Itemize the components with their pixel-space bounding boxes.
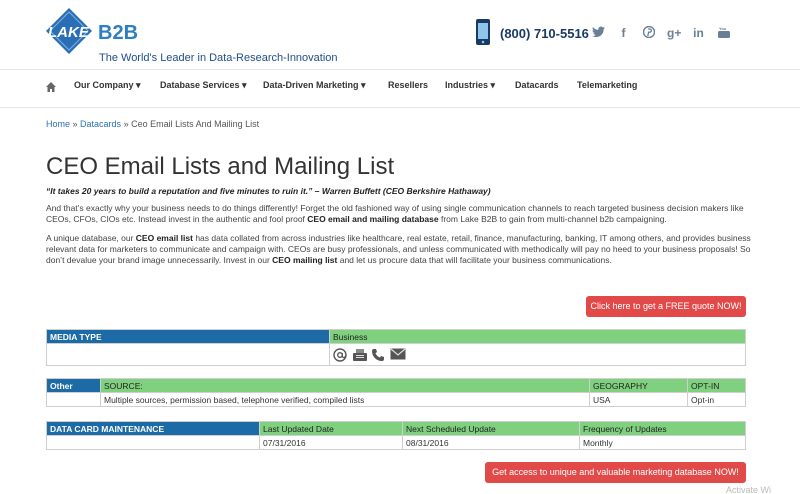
nav-resellers[interactable]: Resellers bbox=[388, 80, 429, 90]
envelope-icon bbox=[390, 348, 406, 362]
geography-value: USA bbox=[589, 392, 688, 407]
other-header: Other bbox=[46, 378, 101, 393]
social-links: f g+ in You bbox=[592, 25, 730, 40]
twitter-icon[interactable] bbox=[592, 26, 605, 40]
optin-value: Opt-in bbox=[687, 392, 746, 407]
nav-database-services[interactable]: Database Services ▾ bbox=[160, 80, 247, 90]
para2-text-a: A unique database, our bbox=[46, 233, 136, 243]
tagline: The World's Leader in Data-Research-Inno… bbox=[99, 52, 338, 64]
maintenance-table: DATA CARD MAINTENANCE Last Updated Date … bbox=[46, 421, 746, 450]
free-quote-button[interactable]: Click here to get a FREE quote NOW! bbox=[586, 296, 746, 317]
youtube-icon[interactable]: You bbox=[717, 26, 730, 40]
geography-label: GEOGRAPHY bbox=[589, 378, 688, 393]
breadcrumb: Home » Datacards » Ceo Email Lists And M… bbox=[46, 119, 259, 129]
at-email-icon bbox=[333, 347, 347, 362]
google-plus-icon[interactable]: g+ bbox=[667, 26, 682, 40]
phone-icon bbox=[371, 348, 385, 362]
nav-industries[interactable]: Industries ▾ bbox=[445, 80, 496, 90]
description-paragraph: A unique database, our CEO email list ha… bbox=[46, 233, 756, 266]
phone-number[interactable]: (800) 710-5516 bbox=[500, 26, 589, 41]
media-type-table: MEDIA TYPE Business bbox=[46, 329, 746, 366]
svg-text:You: You bbox=[719, 26, 727, 31]
para2-bold-2: CEO mailing list bbox=[272, 255, 338, 265]
activate-windows-watermark: Activate Wi bbox=[726, 485, 772, 494]
breadcrumb-sep: » bbox=[121, 119, 132, 129]
media-type-header: MEDIA TYPE bbox=[46, 329, 330, 344]
linkedin-icon[interactable]: in bbox=[693, 26, 704, 40]
logo-b2b-text: B2B bbox=[98, 22, 139, 44]
last-updated-value: 07/31/2016 bbox=[259, 435, 403, 450]
next-update-value: 08/31/2016 bbox=[402, 435, 580, 450]
nav-datacards[interactable]: Datacards bbox=[515, 80, 559, 90]
facebook-icon[interactable]: f bbox=[621, 26, 626, 40]
source-label: SOURCE: bbox=[100, 378, 590, 393]
page-quote: “It takes 20 years to build a reputation… bbox=[46, 186, 491, 196]
breadcrumb-home[interactable]: Home bbox=[46, 119, 71, 129]
access-database-button[interactable]: Get access to unique and valuable market… bbox=[485, 462, 746, 483]
intro-paragraph: And that’s exactly why your business nee… bbox=[46, 203, 756, 225]
page-title: CEO Email Lists and Mailing List bbox=[46, 153, 395, 180]
nav-our-company[interactable]: Our Company ▾ bbox=[74, 80, 141, 90]
optin-label: OPT-IN bbox=[687, 378, 746, 393]
para1-text-a: And that’s exactly why your business nee… bbox=[46, 203, 744, 224]
mobile-phone-icon bbox=[476, 19, 490, 45]
breadcrumb-current: Ceo Email Lists And Mailing List bbox=[131, 119, 260, 129]
other-info-table: Other SOURCE: GEOGRAPHY OPT-IN Multiple … bbox=[46, 378, 746, 407]
pinterest-icon[interactable] bbox=[642, 25, 655, 40]
logo-diamond-icon bbox=[46, 8, 92, 54]
para2-text-c: has data collated from across industries… bbox=[46, 233, 751, 265]
source-value: Multiple sources, permission based, tele… bbox=[100, 392, 590, 407]
home-icon[interactable] bbox=[45, 81, 57, 93]
maintenance-header: DATA CARD MAINTENANCE bbox=[46, 421, 260, 436]
fax-icon bbox=[352, 348, 367, 362]
next-update-label: Next Scheduled Update bbox=[402, 421, 580, 436]
breadcrumb-datacards[interactable]: Datacards bbox=[80, 119, 122, 129]
site-header: LAKE B2B The World's Leader in Data-Rese… bbox=[0, 0, 800, 70]
frequency-value: Monthly bbox=[579, 435, 746, 450]
main-nav: Our Company ▾ Database Services ▾ Data-D… bbox=[0, 70, 800, 108]
nav-data-driven-marketing[interactable]: Data-Driven Marketing ▾ bbox=[263, 80, 366, 90]
maintenance-empty-cell bbox=[46, 435, 260, 450]
media-type-value: Business bbox=[329, 329, 746, 344]
last-updated-label: Last Updated Date bbox=[259, 421, 403, 436]
breadcrumb-sep: » bbox=[70, 119, 81, 129]
para1-text-c: from Lake B2B to gain from multi-channel… bbox=[438, 214, 667, 224]
para1-bold: CEO email and mailing database bbox=[307, 214, 439, 224]
nav-telemarketing[interactable]: Telemarketing bbox=[577, 80, 638, 90]
lake-b2b-logo[interactable]: LAKE B2B The World's Leader in Data-Rese… bbox=[46, 8, 338, 66]
para2-bold-1: CEO email list bbox=[135, 233, 193, 243]
other-empty-cell bbox=[46, 392, 101, 407]
para2-text-e: and let us procure data that will facili… bbox=[337, 255, 612, 265]
frequency-label: Frequency of Updates bbox=[579, 421, 746, 436]
logo-lake-text: LAKE bbox=[48, 24, 89, 41]
media-type-empty-cell bbox=[46, 343, 330, 366]
media-icons-cell bbox=[329, 343, 746, 366]
